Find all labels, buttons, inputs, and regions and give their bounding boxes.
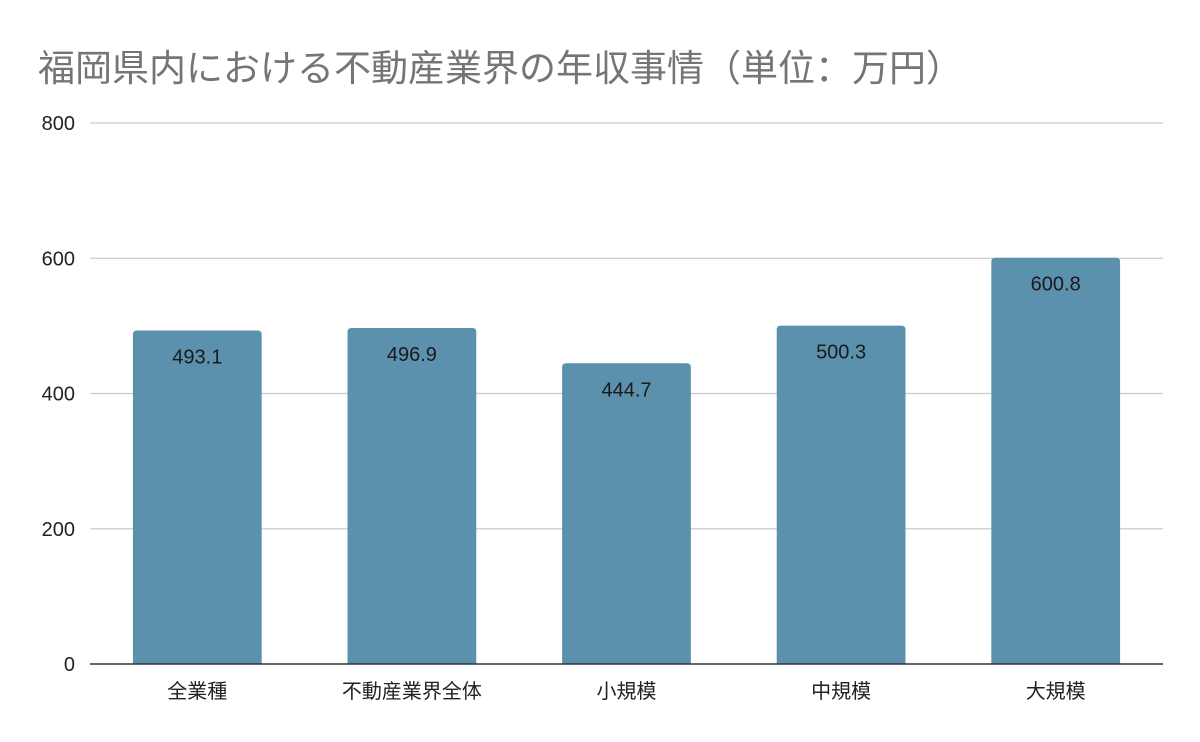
bar-3: [776, 325, 906, 664]
bar-2: [562, 363, 691, 664]
category-label-3: 中規模: [811, 679, 871, 703]
y-tick-label: 600: [42, 248, 75, 270]
data-label-1: 496.9: [387, 344, 437, 366]
data-label-0: 493.1: [172, 347, 222, 369]
bar-1: [347, 327, 477, 664]
y-tick-label: 0: [64, 654, 75, 676]
category-label-2: 小規模: [597, 679, 657, 703]
chart-title: 福岡県内における不動産業界の年収事情（単位：万円）: [38, 47, 963, 90]
bars: [132, 257, 1121, 664]
category-label-0: 全業種: [167, 679, 227, 703]
category-label-4: 大規模: [1026, 679, 1086, 703]
bar-4: [991, 257, 1121, 664]
data-labels: 493.1 496.9 444.7 500.3 600.8: [172, 274, 1080, 402]
y-tick-label: 200: [42, 519, 75, 541]
bar-0: [132, 330, 262, 664]
data-label-2: 444.7: [601, 379, 651, 401]
category-label-1: 不動産業界全体: [342, 679, 482, 703]
data-label-4: 600.8: [1031, 274, 1081, 296]
y-tick-label: 400: [42, 384, 75, 406]
axes: 0 200 400 600 800 全業種 不動産業界全体 小規模 中規模 大規模: [42, 113, 1163, 703]
data-label-3: 500.3: [816, 342, 866, 364]
y-tick-label: 800: [42, 113, 75, 135]
